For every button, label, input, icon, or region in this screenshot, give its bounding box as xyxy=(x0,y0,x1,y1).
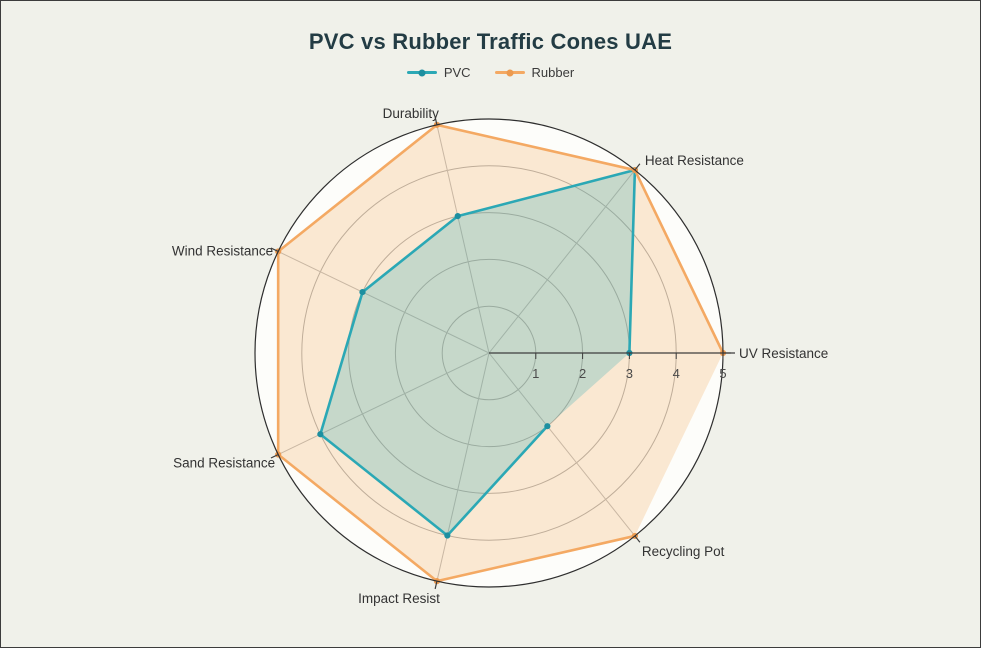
radar-grid xyxy=(277,124,723,582)
legend-label-rubber: Rubber xyxy=(531,65,575,80)
rubber-marker-icon xyxy=(506,69,514,76)
svg-text:2: 2 xyxy=(579,366,586,381)
legend-item-rubber[interactable]: Rubber xyxy=(494,65,575,80)
pvc-marker-icon xyxy=(418,69,426,76)
rubber-line-icon xyxy=(494,69,525,76)
chart-title: PVC vs Rubber Traffic Cones UAE xyxy=(308,29,673,54)
svg-text:Wind Resistance: Wind Resistance xyxy=(172,243,273,258)
series-fill-pvc xyxy=(320,170,635,536)
legend: PVC Rubber xyxy=(1,65,980,80)
svg-text:Impact Resist: Impact Resist xyxy=(358,591,440,606)
angular-ticks xyxy=(270,116,731,590)
radial-tick-labels: 1 2 3 4 5 xyxy=(532,353,727,381)
legend-label-pvc: PVC xyxy=(443,65,471,80)
svg-text:Recycling Pot: Recycling Pot xyxy=(642,544,725,559)
category-labels: UV Resistance Heat Resistance Durability Wi… xyxy=(172,106,828,606)
pvc-line-icon xyxy=(406,69,437,76)
svg-text:1: 1 xyxy=(532,366,539,381)
svg-text:Heat Resistance: Heat Resistance xyxy=(645,153,744,168)
svg-text:Durability: Durability xyxy=(383,106,440,121)
svg-text:5: 5 xyxy=(719,366,726,381)
svg-text:3: 3 xyxy=(626,366,633,381)
svg-text:UV Resistance: UV Resistance xyxy=(739,346,828,361)
svg-text:Sand Resistance: Sand Resistance xyxy=(173,456,275,471)
radar-chart[interactable]: 1 2 3 4 5 UV Resistance Heat Resistance Durabil… xyxy=(1,1,980,647)
svg-text:4: 4 xyxy=(673,366,680,381)
legend-item-pvc[interactable]: PVC xyxy=(406,65,471,80)
